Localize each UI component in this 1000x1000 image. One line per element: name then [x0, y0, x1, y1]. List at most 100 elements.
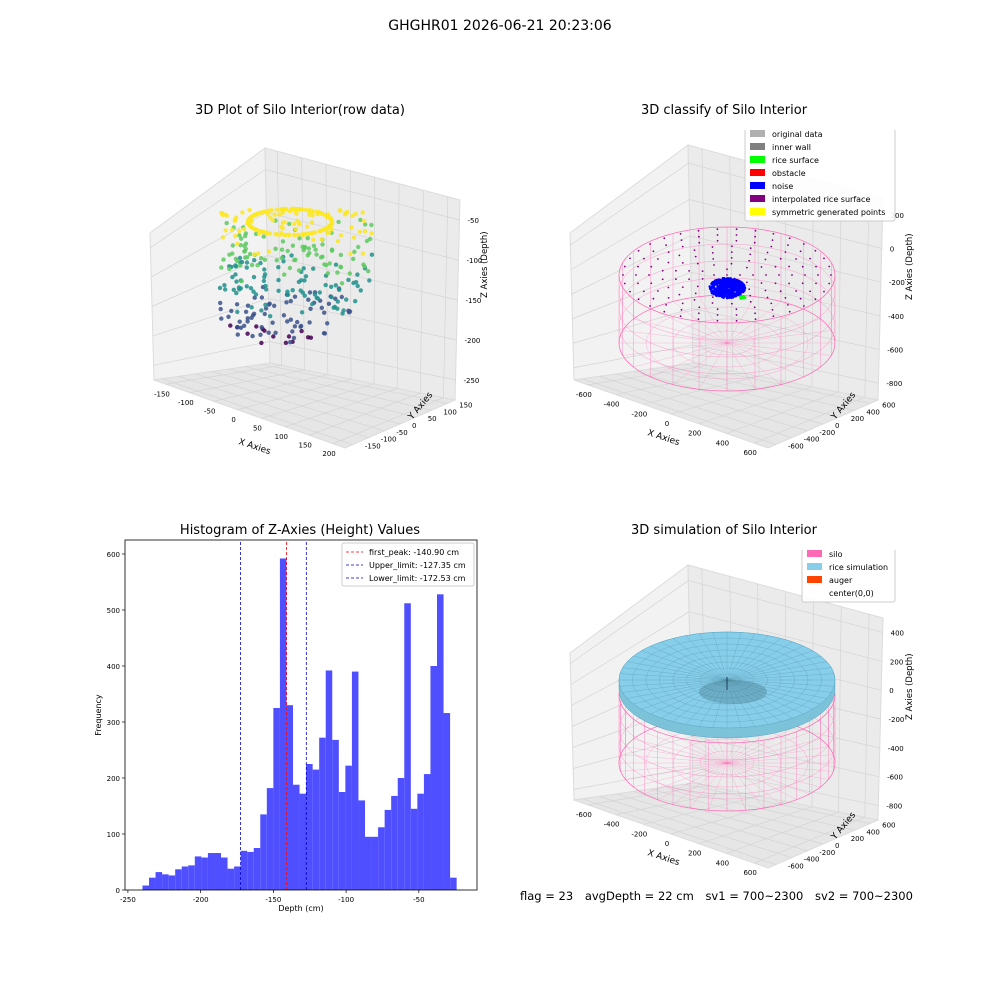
rice-mesh-spoke — [726, 679, 769, 725]
raw-point — [313, 247, 318, 252]
raw-grid — [150, 151, 460, 445]
grid-line — [582, 798, 776, 865]
classify-x-label: X Axies — [646, 428, 681, 448]
x-tick-label: -50 — [413, 896, 424, 904]
rice-mesh-spoke — [627, 679, 728, 699]
interpolated-point — [679, 232, 682, 235]
raw-point — [254, 324, 259, 329]
raw-point — [319, 237, 325, 242]
raw-point — [251, 311, 257, 316]
interpolated-point — [650, 265, 653, 268]
y-tick-label: -400 — [804, 856, 820, 864]
histogram-bar — [162, 874, 169, 890]
x-tick-label: -250 — [120, 896, 136, 904]
y-tick-label: -600 — [788, 443, 804, 451]
rice-mesh-spoke — [726, 633, 756, 681]
raw-point — [335, 306, 340, 311]
raw-point — [220, 212, 225, 217]
interpolated-point — [637, 282, 639, 285]
raw-x-ticks: -150 -100 -50 0 50 100 150 200 — [154, 390, 336, 458]
raw-point — [352, 249, 357, 254]
raw-point — [271, 334, 276, 339]
raw-point — [227, 252, 232, 257]
raw-point — [290, 288, 295, 293]
histogram-bar — [201, 857, 208, 890]
raw-point — [244, 284, 249, 289]
x-tick-label: -200 — [631, 410, 647, 418]
raw-point — [236, 285, 242, 290]
rice-mesh-spoke — [627, 661, 728, 681]
raw-point — [294, 211, 299, 216]
x-tick-label: -200 — [631, 830, 647, 838]
raw-point — [261, 234, 266, 239]
y-tick-label: 600 — [882, 401, 895, 409]
interpolated-point — [711, 252, 714, 254]
interpolated-point — [748, 288, 751, 291]
x-tick-label: 200 — [688, 850, 701, 858]
interpolated-point — [774, 282, 777, 285]
noise-point — [721, 292, 725, 296]
raw-point — [259, 295, 265, 300]
interpolated-point — [629, 257, 631, 260]
raw-point — [218, 300, 223, 306]
raw-point — [296, 268, 302, 273]
histogram-bar — [188, 865, 195, 890]
raw-point — [336, 219, 341, 225]
raw-point — [249, 305, 254, 310]
histogram-bar — [273, 708, 280, 890]
raw-point — [252, 295, 257, 300]
raw-point — [262, 267, 267, 272]
interpolated-point — [667, 261, 670, 264]
raw-point — [361, 218, 367, 224]
raw-point — [319, 305, 324, 310]
legend-label: center(0,0) — [829, 589, 874, 598]
interpolated-point — [635, 274, 637, 276]
y-tick-label: 300 — [107, 719, 120, 727]
raw-point — [350, 213, 355, 218]
classify-interpolated-points — [622, 228, 832, 322]
silo-floor-ring — [672, 318, 782, 368]
raw-point — [320, 242, 325, 247]
interpolated-point — [637, 298, 640, 301]
grid-line — [616, 373, 808, 432]
raw-point — [223, 228, 228, 233]
raw-point — [227, 266, 232, 272]
raw-point — [338, 265, 344, 270]
z-tick-label: -800 — [886, 803, 902, 811]
raw-point — [280, 220, 286, 225]
raw-point — [363, 222, 368, 227]
noise-point — [740, 283, 743, 286]
interpolated-point — [753, 241, 756, 244]
raw-point — [369, 252, 375, 257]
interpolated-point — [663, 310, 666, 313]
raw-point — [327, 261, 332, 266]
rice-mesh-spoke — [641, 679, 728, 710]
interpolated-point — [637, 265, 639, 268]
raw-point — [329, 248, 335, 253]
raw-point — [307, 290, 313, 295]
rice-mesh-spoke — [726, 655, 821, 681]
interpolated-point — [828, 265, 831, 268]
raw-point — [333, 262, 339, 267]
silo-floor-ring — [699, 330, 755, 356]
x-tick-label: 600 — [743, 869, 756, 877]
interpolated-point — [730, 251, 733, 253]
raw-point — [295, 319, 300, 325]
sv2-value: sv2 = 700~2300 — [815, 889, 913, 903]
noise-point — [743, 286, 747, 290]
histogram-bar — [371, 836, 379, 890]
interpolated-point — [760, 266, 763, 268]
raw-point — [351, 256, 356, 262]
x-tick-label: 0 — [665, 840, 669, 848]
raw-point — [268, 314, 273, 319]
interpolated-point — [716, 228, 719, 231]
raw-point — [233, 233, 238, 239]
rice-mesh-spoke — [633, 655, 728, 681]
noise-point — [715, 282, 719, 286]
raw-point — [234, 279, 239, 284]
interpolated-point — [726, 268, 728, 271]
noise-point — [726, 277, 729, 280]
noise-point — [710, 291, 714, 295]
rice-mesh-spoke — [672, 638, 728, 681]
raw-point — [282, 272, 287, 277]
